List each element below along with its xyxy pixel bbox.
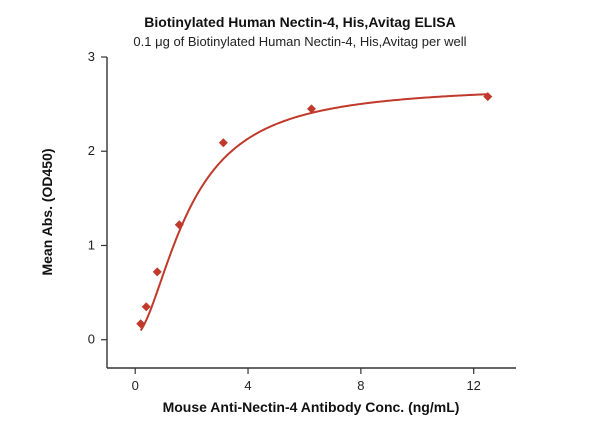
- x-tick-label: 0: [132, 378, 139, 393]
- y-tick-label: 3: [88, 49, 95, 64]
- y-tick-label: 0: [88, 332, 95, 347]
- chart-title: Biotinylated Human Nectin-4, His,Avitag …: [144, 14, 455, 30]
- x-tick-label: 8: [357, 378, 364, 393]
- data-point: [307, 104, 316, 114]
- data-point: [218, 138, 228, 148]
- x-tick-label: 4: [244, 378, 251, 393]
- fit-curve-group: [139, 93, 488, 331]
- chart-subtitle: 0.1 μg of Biotinylated Human Nectin-4, H…: [133, 34, 466, 49]
- data-points: [136, 92, 493, 329]
- y-axis-label: Mean Abs. (OD450): [39, 148, 55, 275]
- y-tick-label: 2: [88, 143, 95, 158]
- x-tick-label: 12: [466, 378, 480, 393]
- data-point: [483, 92, 493, 102]
- data-point: [152, 267, 162, 277]
- y-tick-label: 1: [88, 237, 95, 252]
- fit-curve: [139, 93, 488, 331]
- x-axis-label: Mouse Anti-Nectin-4 Antibody Conc. (ng/m…: [163, 399, 460, 415]
- axes: [106, 57, 516, 369]
- data-point: [174, 220, 184, 230]
- data-point: [136, 319, 146, 329]
- data-point: [141, 302, 151, 312]
